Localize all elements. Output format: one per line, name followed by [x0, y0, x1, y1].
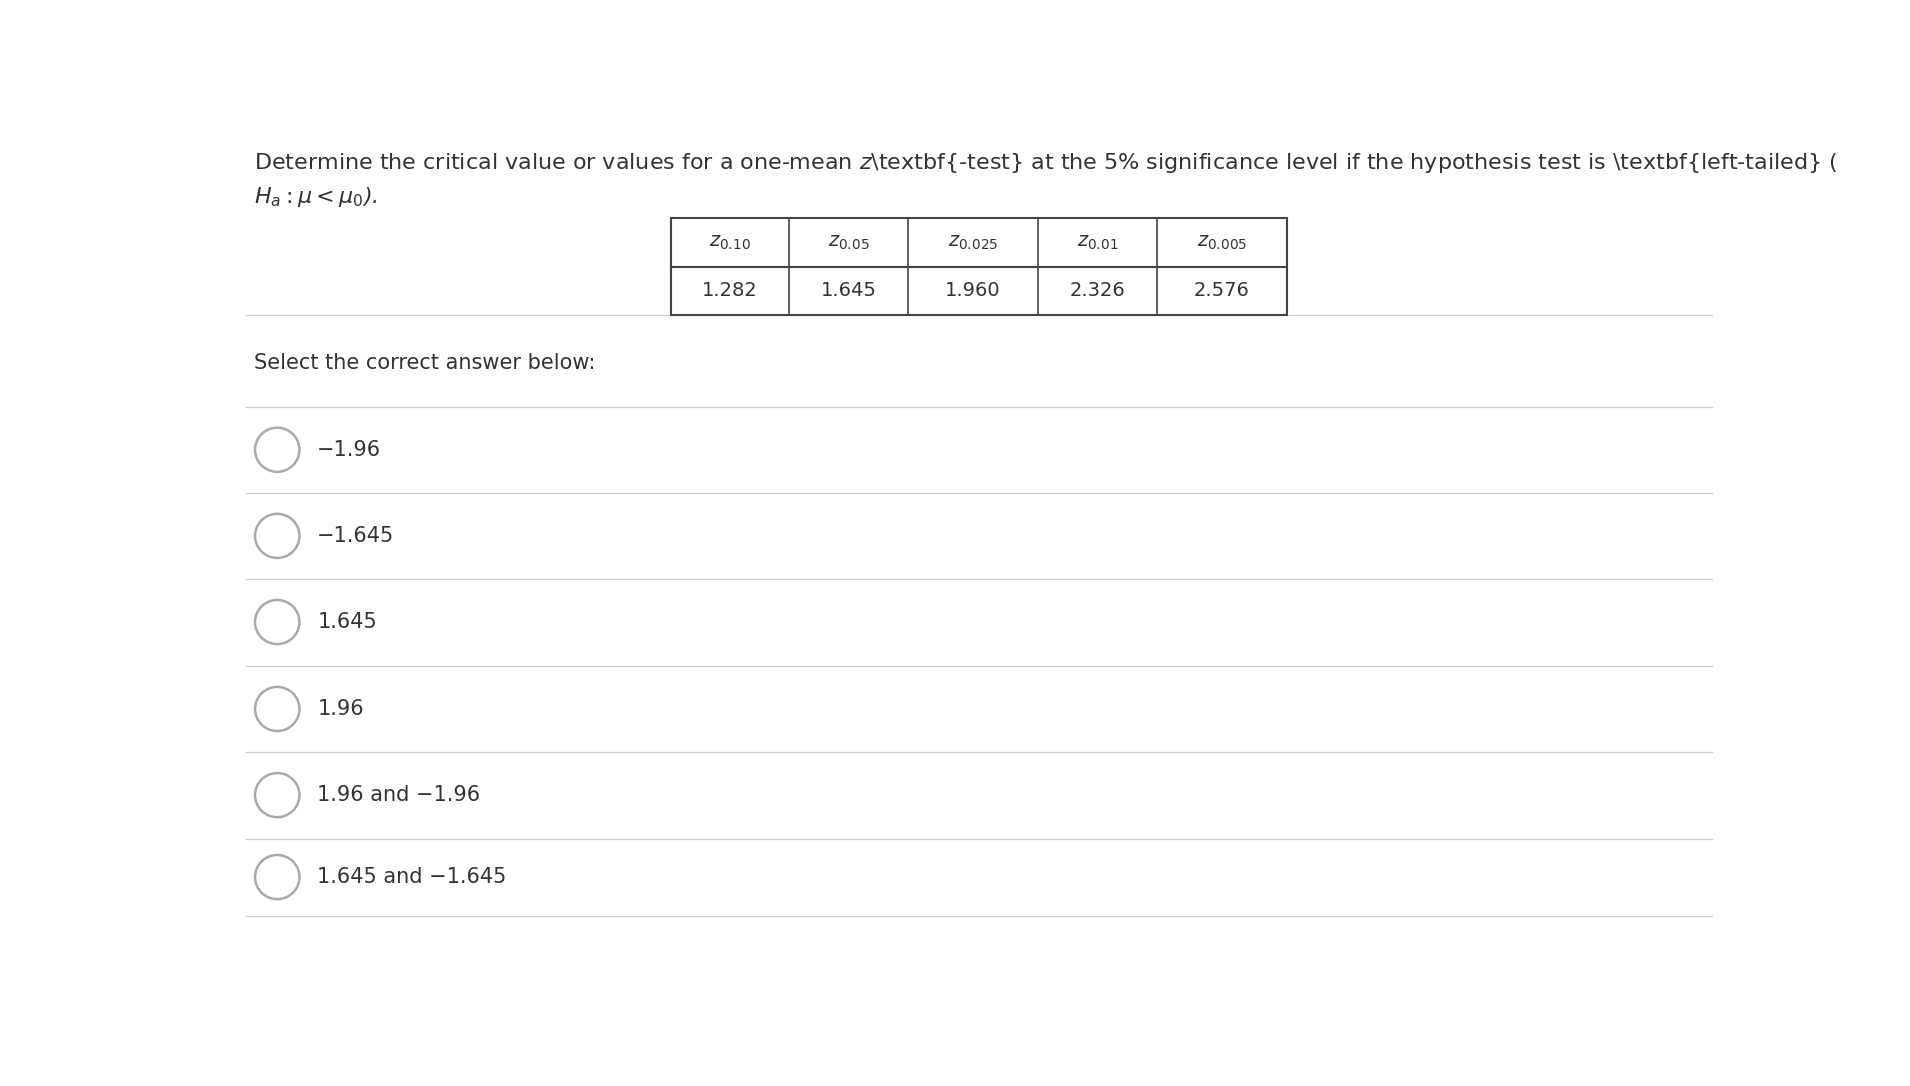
Text: $z_{0.005}$: $z_{0.005}$: [1196, 232, 1247, 252]
Text: $z_{0.01}$: $z_{0.01}$: [1077, 232, 1117, 252]
Text: −1.645: −1.645: [317, 526, 395, 546]
Text: $z_{0.10}$: $z_{0.10}$: [709, 232, 751, 252]
Text: 1.645 and −1.645: 1.645 and −1.645: [317, 867, 506, 887]
Text: 1.96 and −1.96: 1.96 and −1.96: [317, 785, 479, 805]
Text: 1.96: 1.96: [317, 699, 363, 719]
Text: Determine the critical value or values for a one-mean $z$\textbf{-test} at the 5: Determine the critical value or values f…: [254, 151, 1837, 175]
Text: 1.960: 1.960: [945, 281, 1001, 301]
Text: 1.282: 1.282: [703, 281, 758, 301]
Text: $z_{0.025}$: $z_{0.025}$: [947, 232, 999, 252]
Bar: [670, 218, 1287, 315]
Text: 1.645: 1.645: [821, 281, 877, 301]
Text: −1.96: −1.96: [317, 440, 382, 459]
Text: 2.576: 2.576: [1194, 281, 1249, 301]
Text: 2.326: 2.326: [1070, 281, 1125, 301]
Text: $z_{0.05}$: $z_{0.05}$: [827, 232, 869, 252]
Text: 1.645: 1.645: [317, 613, 376, 632]
Text: $H_a : \mu < \mu_0$).: $H_a : \mu < \mu_0$).: [254, 185, 378, 209]
Text: Select the correct answer below:: Select the correct answer below:: [254, 353, 594, 372]
